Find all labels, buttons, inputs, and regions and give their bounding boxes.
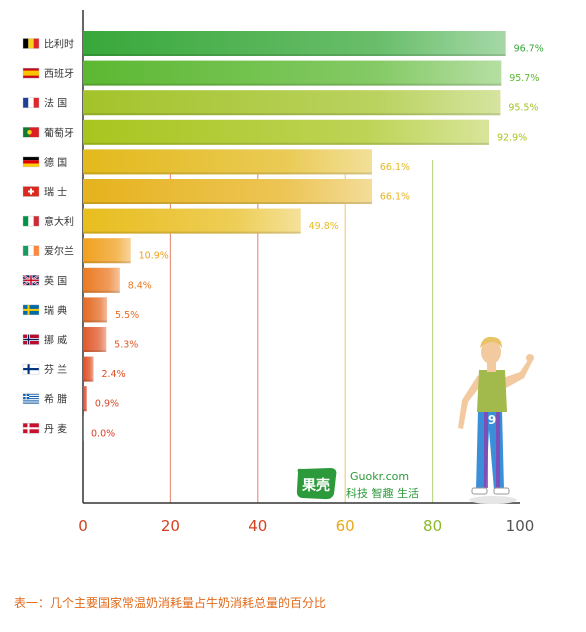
- norway-flag-icon: [22, 334, 40, 345]
- bar-shadow: [83, 202, 372, 204]
- bar-highlight: [83, 238, 131, 264]
- x-tick-labels: 0 20 40 60 80 100: [78, 517, 534, 535]
- guokr-logo: 果壳 Guokr.com 科技 智趣 生活: [294, 466, 444, 506]
- x-tick-label: 20: [161, 517, 180, 535]
- logo-url: Guokr.com: [350, 470, 410, 483]
- bar-shadow: [83, 261, 131, 264]
- greece-flag-icon: [22, 393, 40, 404]
- category-label: 德 国: [44, 156, 67, 169]
- category-label: 意大利: [44, 215, 74, 228]
- value-label: 0.9%: [95, 399, 119, 410]
- bar-shadow: [83, 113, 501, 116]
- bar-highlight: [83, 356, 94, 382]
- flag-icons: [22, 38, 40, 434]
- bar-highlight: [83, 386, 87, 412]
- bar-highlight: [83, 149, 372, 175]
- bar-highlight: [83, 297, 108, 323]
- portugal-flag-icon: [22, 127, 40, 138]
- value-label: 10.9%: [139, 251, 169, 262]
- bar-shadow: [83, 231, 301, 234]
- person-illustration: 9: [458, 336, 534, 504]
- value-label: 5.5%: [115, 310, 139, 321]
- value-label: 66.1%: [380, 192, 410, 203]
- bar-highlight: [83, 60, 502, 86]
- value-label: 95.7%: [509, 73, 539, 84]
- category-label: 希 腊: [44, 393, 67, 406]
- bar-shadow: [83, 54, 506, 56]
- denmark-flag-icon: [22, 423, 40, 434]
- bars: [83, 31, 506, 441]
- bar-highlight: [83, 267, 120, 293]
- x-tick-label: 80: [423, 517, 442, 535]
- switzerland-flag-icon: [22, 186, 40, 197]
- category-label: 比利时: [44, 39, 74, 51]
- category-label: 西班牙: [44, 68, 74, 80]
- category-label: 丹 麦: [44, 423, 67, 435]
- category-label: 葡萄牙: [44, 126, 74, 139]
- value-label: 95.5%: [508, 103, 538, 114]
- category-label: 爱尔兰: [44, 245, 74, 258]
- svg-text:9: 9: [488, 413, 496, 427]
- france-flag-icon: [22, 97, 40, 108]
- category-label: 法 国: [44, 97, 67, 110]
- x-tick-label: 40: [248, 517, 267, 535]
- value-label: 8.4%: [128, 280, 152, 291]
- bar-shadow: [83, 320, 108, 323]
- germany-flag-icon: [22, 156, 40, 168]
- italy-flag-icon: [22, 215, 40, 227]
- finland-flag-icon: [22, 363, 40, 375]
- bar-shadow: [83, 142, 489, 145]
- bar-shadow: [83, 379, 94, 382]
- value-labels: 96.7%95.7%95.5%92.9%66.1%66.1%49.8%10.9%…: [91, 44, 544, 440]
- bar-highlight: [83, 31, 506, 56]
- value-label: 92.9%: [497, 132, 527, 143]
- bar-shadow: [83, 290, 120, 293]
- value-label: 66.1%: [380, 162, 410, 173]
- uk-flag-icon: [22, 274, 40, 287]
- value-label: 5.3%: [114, 340, 138, 351]
- ireland-flag-icon: [22, 245, 40, 256]
- bar-highlight: [83, 208, 301, 234]
- x-tick-label: 0: [78, 517, 88, 535]
- value-label: 0.0%: [91, 428, 115, 439]
- category-label: 挪 威: [44, 334, 67, 347]
- category-label: 瑞 士: [44, 186, 67, 199]
- bar-highlight: [83, 90, 501, 116]
- bar-highlight: [83, 119, 489, 145]
- x-tick-label: 100: [506, 517, 535, 535]
- bar-shadow: [83, 409, 87, 412]
- spain-flag-icon: [22, 67, 40, 79]
- logo-mark-text: 果壳: [301, 477, 330, 494]
- category-label: 芬 兰: [44, 363, 67, 376]
- x-tick-label: 60: [336, 517, 355, 535]
- belgium-flag-icon: [22, 38, 40, 49]
- sweden-flag-icon: [22, 304, 40, 316]
- value-label: 2.4%: [101, 369, 125, 380]
- bar-shadow: [83, 172, 372, 175]
- logo-tagline: 科技 智趣 生活: [346, 487, 419, 500]
- value-label: 49.8%: [309, 221, 339, 232]
- value-label: 96.7%: [514, 44, 544, 55]
- bar: [83, 415, 84, 441]
- bar-highlight: [83, 327, 107, 352]
- category-label: 英 国: [44, 274, 67, 287]
- category-label: 瑞 典: [44, 304, 67, 317]
- bar-shadow: [83, 83, 502, 86]
- bar-highlight: [83, 179, 372, 204]
- guokr-logo-mark: 果壳: [296, 468, 337, 500]
- chart-caption: 表一：几个主要国家常温奶消耗量占牛奶消耗总量的百分比: [14, 596, 327, 610]
- bar-shadow: [83, 350, 107, 352]
